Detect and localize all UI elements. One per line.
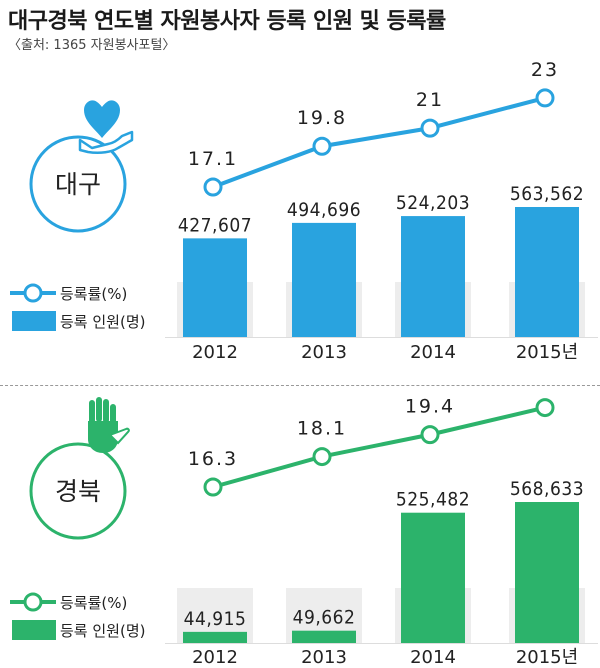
rate-value-label: 19.8 [297, 107, 347, 129]
x-tick-label: 2013 [301, 342, 347, 363]
helping-hand-icon [88, 397, 130, 453]
page-title: 대구경북 연도별 자원봉사자 등록 인원 및 등록률 [8, 9, 446, 34]
rate-value-label: 21 [416, 89, 444, 111]
bar-value-label: 563,562 [510, 183, 584, 205]
rate-point [312, 447, 332, 467]
rate-point [312, 136, 332, 156]
bar-value-label: 524,203 [396, 192, 470, 214]
x-tick-label: 2013 [301, 647, 347, 668]
rate-value-label: 18.1 [297, 418, 347, 440]
legend-label: 등록 인원(명) [60, 313, 145, 331]
daegu-chart: 427,607 2012 494,696 2013 524,203 2014 563,562… [10, 60, 598, 363]
gyeongbuk-chart: 44,915 2012 49,662 2013 525,482 2014 568,633 20… [10, 396, 598, 668]
rate-point [420, 118, 440, 138]
source-note: 〈출처: 1365 자원봉사포털〉 [8, 38, 176, 53]
x-tick-label: 2015년 [516, 342, 578, 363]
legend-bar-swatch [12, 620, 56, 640]
rate-point [203, 477, 223, 497]
heart-shape [84, 100, 120, 138]
rate-point [203, 177, 223, 197]
legend-label: 등록률(%) [60, 594, 127, 612]
bar [515, 207, 579, 337]
region-circle [29, 442, 127, 540]
rate-line [212, 405, 546, 489]
bar [401, 512, 465, 643]
region-circle [29, 135, 127, 233]
x-tick-label: 2012 [192, 647, 238, 668]
rate-value-label: 16.3 [188, 448, 238, 470]
x-tick-label: 2014 [410, 647, 456, 668]
bar [292, 222, 356, 337]
x-tick-label: 2012 [192, 342, 238, 363]
rate-line [212, 95, 546, 189]
finger-shapes [89, 397, 116, 426]
rate-point [420, 425, 440, 445]
rate-point [535, 398, 555, 418]
rate-point [535, 88, 555, 108]
heart-hand-icon [78, 100, 134, 155]
region-label: 경북 [55, 477, 101, 506]
palm-shape [78, 130, 134, 155]
x-tick-label: 2015년 [516, 647, 578, 668]
bar-value-label: 49,662 [293, 607, 356, 629]
x-tick-label: 2014 [410, 342, 456, 363]
bar [183, 631, 247, 643]
bar-value-label: 494,696 [287, 199, 361, 221]
rate-value-label: 17.1 [188, 148, 238, 170]
region-label: 대구 [55, 170, 101, 199]
palm-shape [88, 421, 118, 453]
legend-label: 등록률(%) [60, 285, 127, 303]
bar-value-label: 525,482 [396, 489, 470, 511]
rate-value-label: 23 [531, 60, 559, 81]
bar-value-label: 44,915 [184, 608, 247, 630]
legend-label: 등록 인원(명) [60, 622, 145, 640]
legend-point-swatch [23, 592, 43, 612]
legend-bar-swatch [12, 311, 56, 331]
section-divider [0, 385, 600, 386]
bar [183, 238, 247, 337]
bar-value-label: 427,607 [178, 214, 252, 236]
bar-value-label: 568,633 [510, 478, 584, 500]
bar [515, 502, 579, 643]
small-hand-shape [108, 427, 130, 445]
bar [292, 630, 356, 643]
bar [401, 216, 465, 337]
legend-point-swatch [23, 283, 43, 303]
rate-value-label: 19.4 [405, 396, 455, 418]
